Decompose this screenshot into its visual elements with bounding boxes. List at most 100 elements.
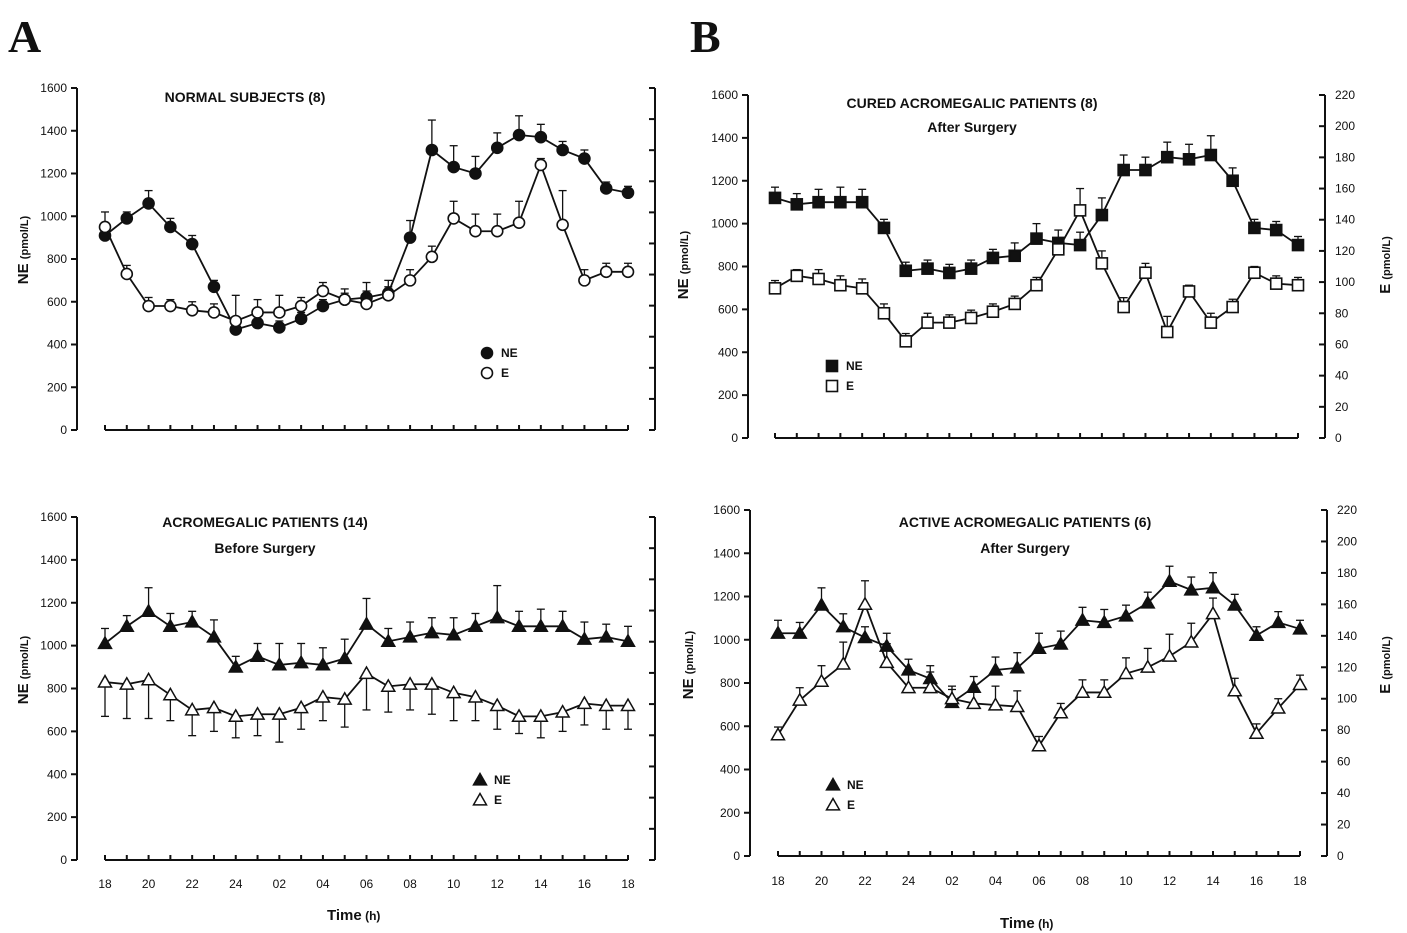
data-point-ne [273,321,286,334]
data-point-e [1074,684,1091,699]
chart-title: NORMAL SUBJECTS (8) [165,89,326,105]
right-y-tick-label: 140 [1335,213,1355,227]
data-point-ne [1052,636,1069,650]
left-y-tick-label: 0 [60,423,67,437]
right-y-tick-label: 200 [1335,119,1355,133]
left-y-tick-label: 600 [718,302,738,316]
right-y-tick-label: 220 [1337,503,1357,517]
data-point-ne [1074,612,1091,626]
legend-label-e: E [494,793,502,807]
left-y-tick-label: 800 [718,260,738,274]
data-point-e [1270,700,1287,714]
right-y-tick-label: 220 [1335,88,1355,102]
data-point-ne [1183,582,1200,596]
x-tick-label: 18 [98,877,112,891]
data-point-e [1205,605,1221,620]
x-tick-label: 18 [1293,874,1307,888]
legend-label-e: E [847,798,855,812]
data-point-e [921,316,934,329]
left-y-tick-label: 1200 [711,174,738,188]
data-point-ne [358,616,375,630]
left-y-axis-label: NE (pmol/L) [15,635,32,704]
data-point-e [878,654,895,669]
left-y-tick-label: 400 [718,345,738,359]
data-point-e [315,689,331,703]
data-point-ne [511,618,527,632]
left-y-tick-label: 1000 [713,633,740,647]
x-tick-label: 20 [815,874,829,888]
right-y-tick-label: 140 [1337,629,1357,643]
data-point-ne [316,299,330,313]
x-tick-label: 18 [621,877,635,891]
x-tick-label: 14 [1206,874,1220,888]
data-point-ne [899,264,913,278]
x-tick-label: 14 [534,877,548,891]
left-y-tick-label: 400 [47,338,67,352]
series-e [770,580,1308,752]
right-y-tick-label: 20 [1337,818,1351,832]
x-axis-unit-text: (h) [362,909,381,923]
data-point-e [445,684,462,699]
panel-a-bottom-chart: 0 200 400 600 800 1000 1200 1400 1600 18 20 22 24 02 0… [15,510,656,891]
data-point-ne [1160,150,1174,164]
data-point-e [599,265,613,279]
data-point-e [380,678,397,692]
right-y-tick-label: 100 [1337,692,1357,706]
left-y-tick-label: 200 [47,810,67,824]
data-point-e [251,306,264,319]
data-point-e [944,690,960,705]
left-y-tick-label: 400 [720,763,740,777]
left-y-tick-label: 1000 [40,639,67,653]
data-point-ne [855,195,869,209]
x-tick-label: 06 [360,877,374,891]
series-e [98,157,635,328]
data-point-e [424,676,440,690]
data-point-e [1139,659,1156,673]
data-point-e [338,293,352,306]
legend-label-ne: NE [494,773,511,787]
data-point-ne [620,633,636,647]
x-tick-label: 16 [578,877,592,891]
data-point-ne [512,128,526,142]
data-point-e [877,306,891,320]
panel-a-top-chart: 0 200 400 600 800 1000 1200 1400 1600 NORMAL SUBJ… [15,81,656,437]
x-tick-label: 10 [1119,874,1133,888]
data-point-ne [599,182,613,195]
data-point-ne [293,654,309,669]
series-ne [97,584,636,673]
data-point-e [1030,278,1043,292]
data-point-ne [1008,249,1022,263]
legend-marker-e [480,366,494,380]
left-y-axis-label-text: NE [675,274,692,299]
panel-b-bottom-chart: 0200400600800100012001400160002040608010… [680,503,1394,888]
left-y-tick-label: 200 [720,806,740,820]
data-point-e [598,697,615,712]
left-y-tick-label: 0 [60,853,67,867]
data-point-e [534,158,548,172]
x-tick-label: 04 [316,877,330,891]
data-point-e [1031,737,1047,752]
data-point-ne [877,221,891,235]
data-point-ne [578,152,591,165]
right-y-tick-label: 60 [1337,755,1351,769]
data-point-ne [490,141,504,155]
data-point-e [185,303,199,317]
data-point-e [381,289,395,302]
series-line-ne [774,154,1299,274]
right-y-tick-label: 180 [1335,150,1355,164]
left-y-tick-label: 1600 [711,88,738,102]
data-point-ne [469,167,482,180]
x-axis-title-text: Time [327,907,362,924]
x-tick-label: 02 [273,877,287,891]
data-point-ne [943,266,956,280]
data-point-ne [380,633,397,647]
left-y-tick-label: 0 [733,849,740,863]
data-point-ne [534,130,548,144]
data-point-e [768,282,782,295]
right-y-tick-label: 80 [1335,306,1349,320]
left-y-tick-label: 1200 [40,596,67,610]
data-point-e [227,708,244,722]
x-axis-title-text: Time [1000,915,1035,932]
data-point-ne [1292,620,1308,635]
legend-marker-e [825,796,841,811]
